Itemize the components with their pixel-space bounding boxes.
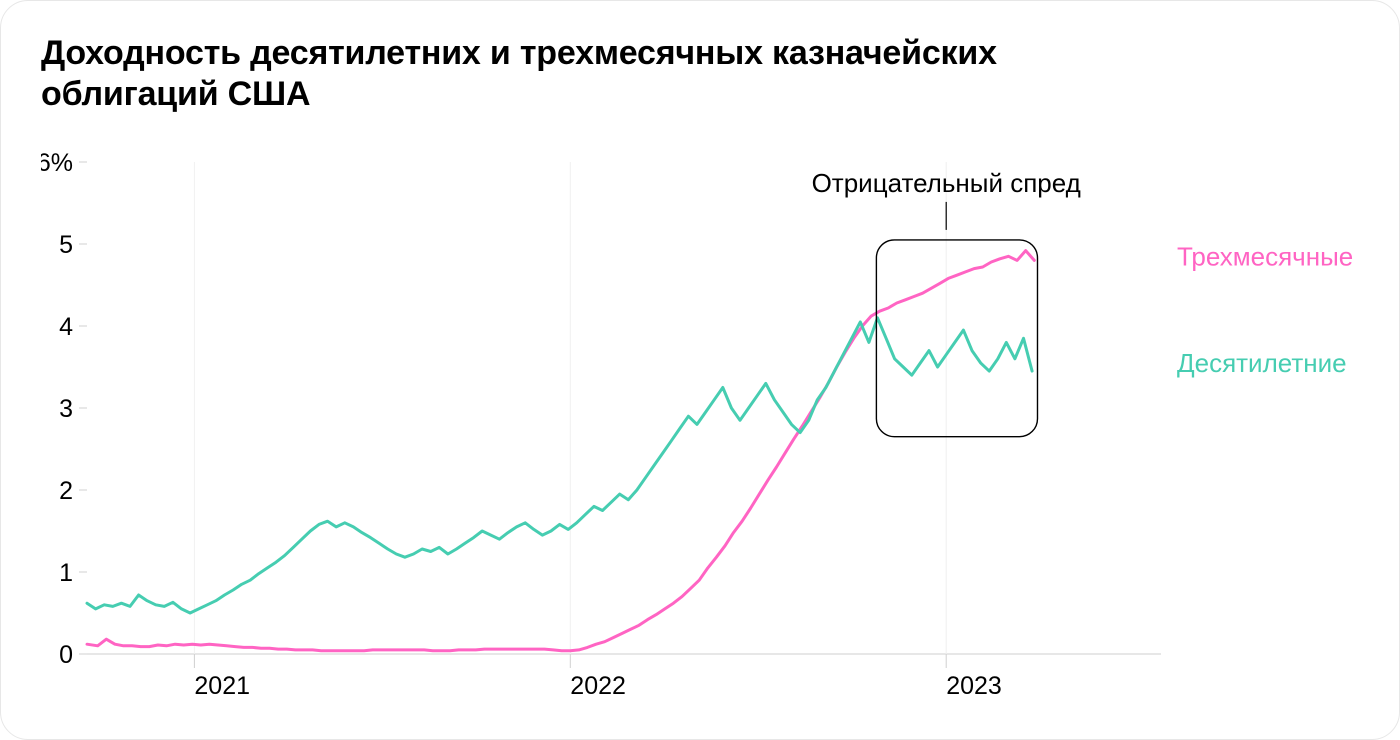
chart-title: Доходность десятилетних и трехмесячных к… bbox=[41, 33, 1091, 116]
svg-text:0: 0 bbox=[59, 641, 73, 669]
chart-card: Доходность десятилетних и трехмесячных к… bbox=[0, 0, 1400, 740]
series-label: Десятилетние bbox=[1177, 348, 1347, 378]
line-chart-svg: 0 1 2 3 4 5 6% 2021 2022 2023 Трехмесячные Десятиле… bbox=[41, 134, 1361, 694]
series-line bbox=[87, 318, 1032, 613]
annotation-label: Отрицательный спред bbox=[812, 168, 1081, 198]
svg-text:4: 4 bbox=[59, 313, 73, 341]
svg-text:5: 5 bbox=[59, 231, 73, 259]
svg-text:1: 1 bbox=[59, 559, 73, 587]
series-label: Трехмесячные bbox=[1177, 241, 1353, 271]
svg-text:2022: 2022 bbox=[570, 672, 626, 694]
chart-area: 0 1 2 3 4 5 6% 2021 2022 2023 Трехмесячные Десятиле… bbox=[41, 134, 1359, 694]
svg-text:2: 2 bbox=[59, 477, 73, 505]
svg-text:2023: 2023 bbox=[946, 672, 1002, 694]
svg-text:3: 3 bbox=[59, 395, 73, 423]
svg-text:6%: 6% bbox=[41, 149, 73, 177]
svg-text:2021: 2021 bbox=[194, 672, 250, 694]
